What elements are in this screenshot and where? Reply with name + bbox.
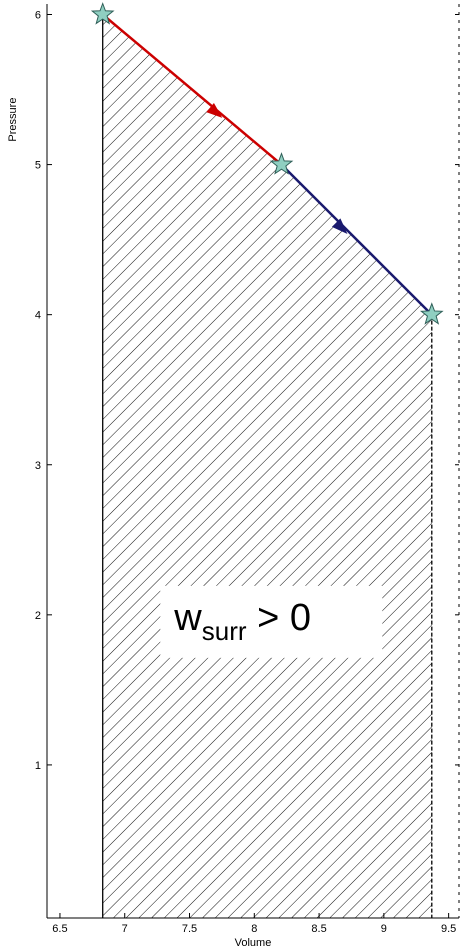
x-tick-label: 9 bbox=[381, 923, 387, 935]
axes-group: 6.5 7 7.5 8 8.5 9 9.5 1 2 3 4 5 6 bbox=[35, 4, 460, 935]
process-arrow-2 bbox=[331, 218, 348, 234]
x-tick-label: 7.5 bbox=[182, 923, 197, 935]
process-arrow-1 bbox=[206, 102, 223, 118]
x-tick-label: 8 bbox=[251, 923, 257, 935]
process-line-1 bbox=[101, 13, 283, 166]
series-group bbox=[101, 13, 433, 316]
y-tick-label: 6 bbox=[35, 10, 41, 22]
x-tick-label: 6.5 bbox=[52, 923, 67, 935]
annotation-box bbox=[160, 585, 383, 658]
state-point-star bbox=[419, 302, 444, 325]
process-line-2 bbox=[280, 163, 433, 316]
y-tick-label: 4 bbox=[35, 310, 41, 322]
state-point-star bbox=[269, 152, 294, 175]
hatched-area-group bbox=[102, 14, 433, 918]
annotation-rest: > 0 bbox=[247, 597, 311, 639]
y-axis-title: Pressure bbox=[7, 98, 19, 142]
x-tick-label: 7 bbox=[122, 923, 128, 935]
y-tick-label: 5 bbox=[35, 160, 41, 172]
state-point-star bbox=[90, 2, 115, 25]
annotation-subscript: surr bbox=[202, 616, 247, 646]
state-points-group bbox=[90, 2, 444, 325]
x-tick-label: 9.5 bbox=[441, 923, 456, 935]
annotation-text: wsurr > 0 bbox=[173, 597, 311, 646]
y-tick-label: 2 bbox=[35, 610, 41, 622]
hatched-work-area bbox=[102, 14, 432, 918]
x-tick-label: 8.5 bbox=[311, 923, 326, 935]
y-tick-label: 3 bbox=[35, 460, 41, 472]
y-tick-label: 1 bbox=[35, 760, 41, 772]
annotation-main: w bbox=[173, 597, 202, 639]
x-axis-title: Volume bbox=[235, 937, 272, 949]
annotation-group: wsurr > 0 bbox=[160, 585, 383, 658]
